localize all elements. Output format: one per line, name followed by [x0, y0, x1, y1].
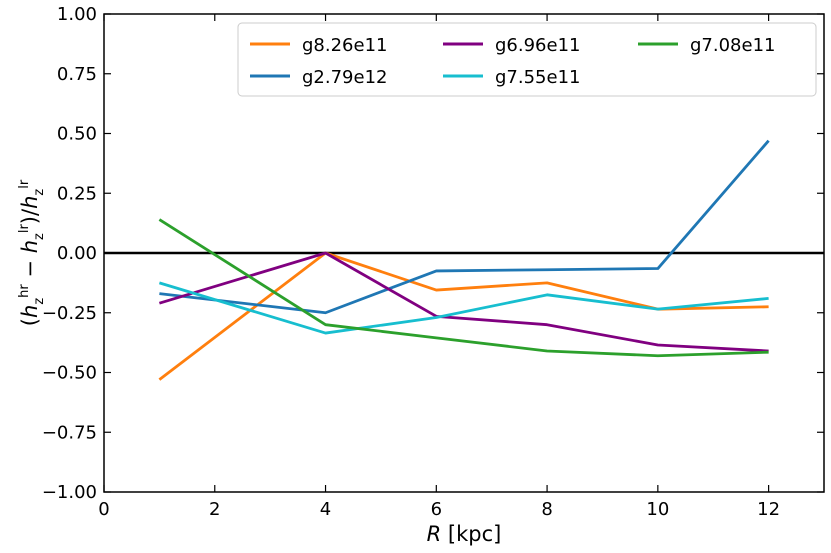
series-line-g2.79e12 [159, 139, 770, 315]
y-tick-label: −0.25 [42, 303, 97, 324]
legend-label: g7.08e11 [690, 35, 775, 56]
series-layer [158, 139, 770, 381]
y-tick-label: 0.00 [57, 243, 97, 264]
x-tick-label: 12 [757, 499, 780, 520]
y-tick-label: 1.00 [57, 4, 97, 25]
y-tick-label: −1.00 [42, 482, 97, 503]
legend-frame [237, 22, 817, 97]
legend-label: g8.26e11 [302, 35, 387, 56]
y-tick-label: −0.50 [42, 363, 97, 384]
x-tick-label: 8 [541, 499, 552, 520]
legend-label: g6.96e11 [495, 35, 580, 56]
series-line-g7.08e11 [158, 218, 769, 358]
y-axis-label: (hzhr − hzlr)/hzlr [17, 179, 47, 326]
x-tick-label: 4 [320, 499, 331, 520]
x-tick-label: 2 [209, 499, 220, 520]
legend-label: g7.55e11 [495, 67, 580, 88]
legend: g8.26e11 g2.79e12 g6.96e11 g7.55e11 g7.08e11 [237, 22, 817, 97]
y-tick-label: 0.50 [57, 124, 97, 145]
y-tick-label: 0.25 [57, 183, 97, 204]
x-tick-label: 6 [431, 499, 442, 520]
x-tick-label: 0 [98, 499, 109, 520]
legend-label: g2.79e12 [302, 67, 387, 88]
x-axis-label: R [kpc] [427, 522, 502, 546]
series-line-g7.55e11 [158, 281, 769, 335]
y-tick-label: −0.75 [42, 422, 97, 443]
series-line-g6.96e11 [158, 251, 769, 353]
axis-ticks: 0 2 4 6 8 10 12 −1.00 −0.75 −0.50 −0.25 0.00 0.25 0.5… [42, 4, 824, 520]
x-tick-label: 10 [646, 499, 669, 520]
y-tick-label: 0.75 [57, 64, 97, 85]
